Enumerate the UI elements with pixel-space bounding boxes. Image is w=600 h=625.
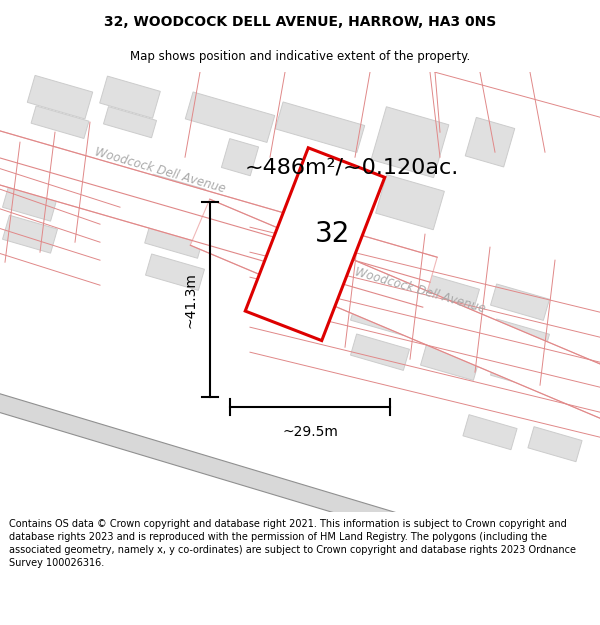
Polygon shape (185, 92, 275, 142)
Polygon shape (465, 118, 515, 167)
Text: Woodcock Dell Avenue: Woodcock Dell Avenue (93, 145, 227, 195)
Polygon shape (103, 107, 157, 138)
Polygon shape (0, 127, 437, 307)
Polygon shape (491, 284, 550, 321)
Polygon shape (2, 151, 58, 194)
Polygon shape (275, 102, 365, 152)
Polygon shape (144, 174, 206, 220)
Text: Woodcock Dell Avenue: Woodcock Dell Avenue (353, 265, 487, 315)
Polygon shape (31, 106, 89, 139)
Polygon shape (528, 427, 582, 462)
Polygon shape (463, 414, 517, 450)
Text: ~29.5m: ~29.5m (282, 425, 338, 439)
Polygon shape (245, 148, 385, 341)
Text: ~41.3m: ~41.3m (184, 272, 198, 328)
Polygon shape (371, 107, 449, 178)
Text: 32, WOODCOCK DELL AVENUE, HARROW, HA3 0NS: 32, WOODCOCK DELL AVENUE, HARROW, HA3 0N… (104, 14, 496, 29)
Polygon shape (2, 183, 58, 221)
Polygon shape (376, 174, 445, 230)
Polygon shape (491, 319, 550, 356)
Text: Contains OS data © Crown copyright and database right 2021. This information is : Contains OS data © Crown copyright and d… (9, 519, 576, 568)
Polygon shape (190, 199, 600, 435)
Polygon shape (348, 262, 412, 302)
Text: 32: 32 (316, 220, 350, 248)
Text: ~486m²/~0.120ac.: ~486m²/~0.120ac. (245, 158, 459, 177)
Polygon shape (146, 254, 205, 291)
Text: Map shows position and indicative extent of the property.: Map shows position and indicative extent… (130, 49, 470, 62)
Polygon shape (350, 299, 409, 336)
Polygon shape (100, 76, 160, 118)
Polygon shape (0, 389, 433, 541)
Polygon shape (491, 354, 550, 391)
Polygon shape (221, 139, 259, 176)
Polygon shape (27, 76, 93, 119)
Polygon shape (421, 344, 479, 381)
Polygon shape (2, 215, 58, 253)
Polygon shape (421, 274, 479, 311)
Polygon shape (145, 216, 205, 258)
Polygon shape (350, 334, 409, 371)
Polygon shape (421, 309, 479, 346)
